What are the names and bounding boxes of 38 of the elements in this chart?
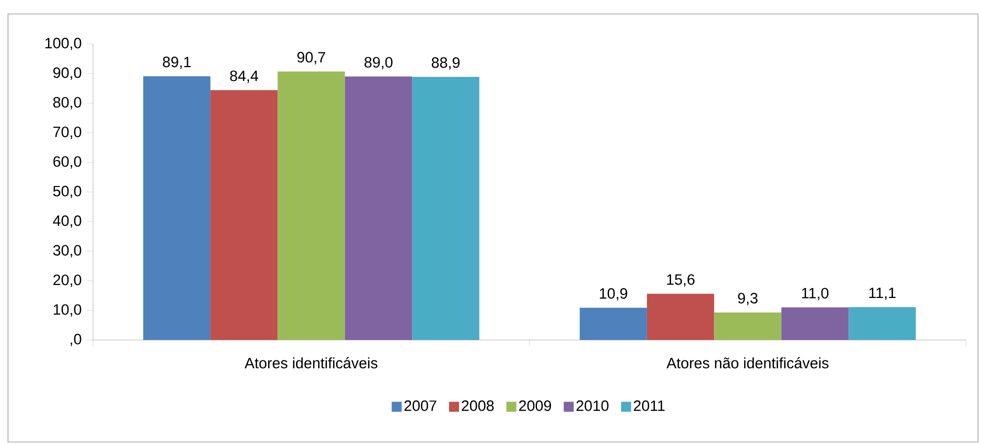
y-tick-label: 40,0	[52, 215, 82, 228]
bar	[412, 76, 480, 340]
y-tick-label: 10,0	[54, 304, 82, 317]
data-label: 90,7	[297, 52, 326, 64]
x-tick-label: Atores não identificáveis	[666, 357, 828, 368]
y-tick-label: 70,0	[53, 126, 82, 139]
data-label: 11,0	[802, 288, 828, 300]
y-tick-label: 60,0	[53, 156, 82, 169]
y-tick-label: 100,0	[45, 38, 82, 50]
legend-label: 2010	[576, 400, 609, 412]
bar	[278, 72, 345, 340]
data-label: 88,9	[432, 57, 460, 70]
bar	[143, 76, 210, 340]
y-tick-label: 30,0	[53, 244, 82, 258]
data-label: 15,6	[667, 274, 694, 287]
y-tick-label: 90,0	[53, 67, 82, 80]
legend-label: 2008	[462, 400, 494, 412]
data-label: 11,1	[869, 288, 896, 300]
data-label: 10,9	[600, 288, 628, 301]
legend-label: 2009	[519, 400, 552, 412]
bar	[714, 312, 782, 340]
legend-label: 2011	[634, 400, 665, 412]
y-tick-label: 50,0	[53, 186, 82, 198]
data-label: 9,3	[738, 292, 758, 306]
legend-label: 2007	[404, 400, 436, 412]
bar	[848, 307, 916, 340]
bar	[210, 90, 278, 340]
y-tick-label: ,0	[70, 334, 82, 346]
x-tick-label: Atores identificáveis	[244, 357, 378, 368]
data-label: 89,1	[162, 56, 191, 70]
bar	[344, 76, 412, 340]
data-label: 84,4	[230, 70, 258, 83]
bar	[580, 308, 647, 340]
y-tick-label: 20,0	[53, 274, 82, 287]
bar	[646, 294, 714, 340]
data-label: 89,0	[364, 56, 392, 70]
y-tick-label: 80,0	[53, 96, 82, 110]
bar	[781, 307, 849, 340]
